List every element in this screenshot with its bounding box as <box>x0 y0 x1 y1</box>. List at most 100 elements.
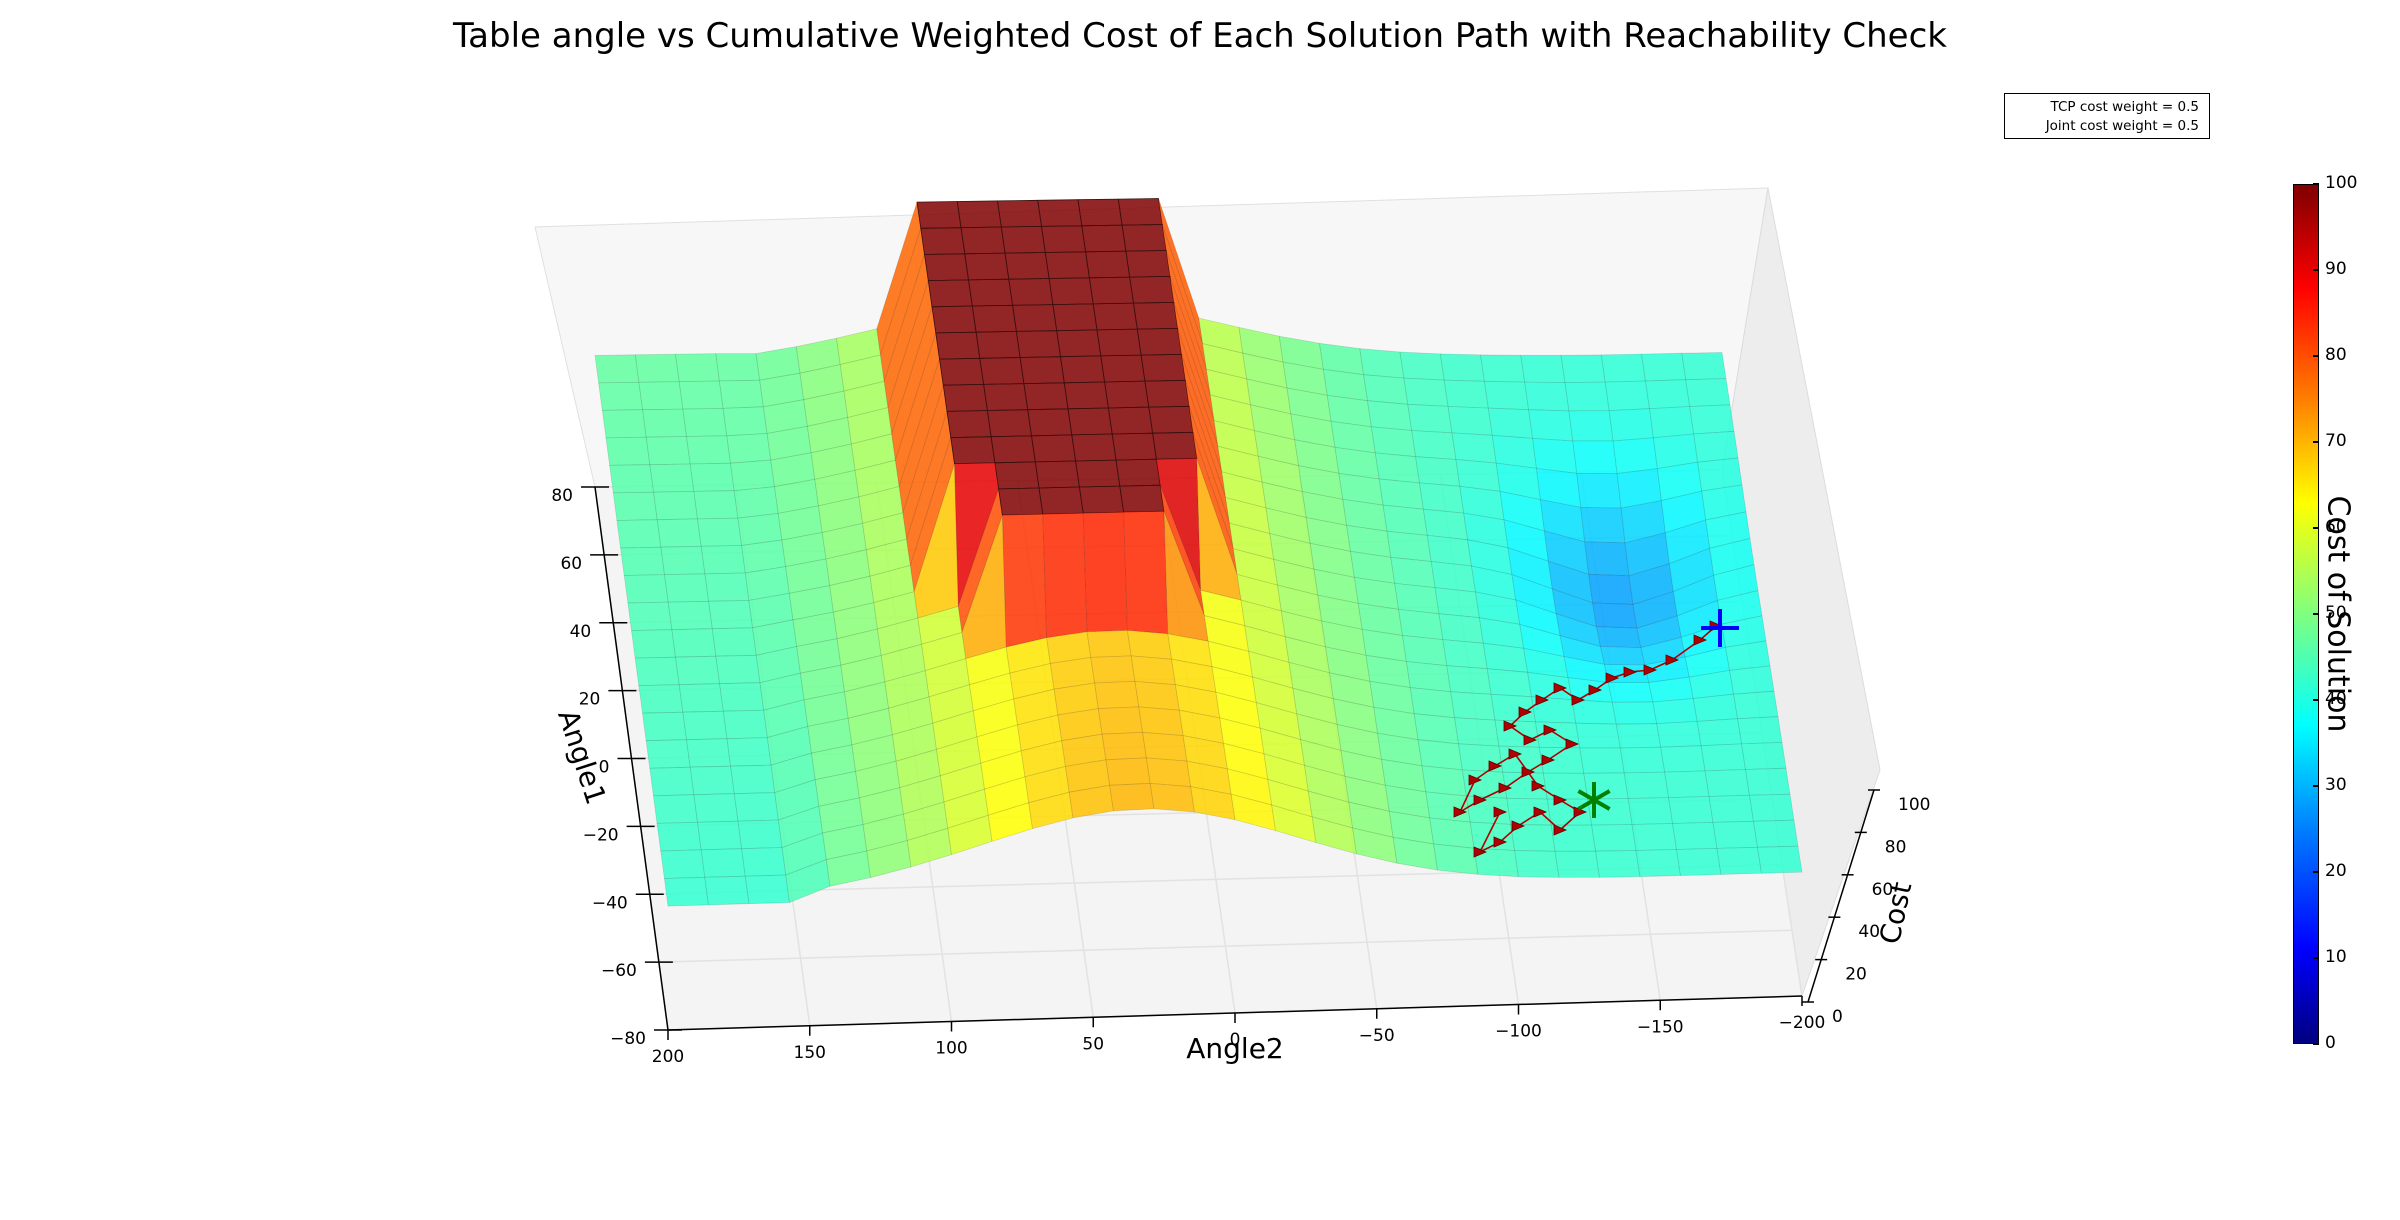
surface-face <box>631 629 676 659</box>
surface-face <box>1105 757 1151 786</box>
surface-face <box>1138 706 1184 737</box>
surface-face <box>689 462 735 492</box>
surface-face <box>1729 665 1775 695</box>
path-marker <box>1488 760 1503 772</box>
angle2-tick-label: −100 <box>1495 1022 1542 1042</box>
surface-face <box>1434 587 1480 619</box>
surface-face <box>1422 508 1469 541</box>
surface-face <box>1524 381 1570 412</box>
surface-face <box>1757 845 1803 874</box>
surface-face <box>971 304 1017 333</box>
surface-face <box>986 409 1032 438</box>
surface-face <box>1411 430 1457 460</box>
surface-face <box>649 766 695 797</box>
colorbar-tick-label: 50 <box>2325 603 2347 623</box>
solution-path <box>1453 609 1739 858</box>
surface-face <box>1608 408 1654 442</box>
colorbar-tick-mark <box>2313 1043 2319 1045</box>
surface-face <box>1668 796 1714 824</box>
surface-face <box>1405 661 1452 693</box>
surface-face <box>598 381 644 411</box>
surface-face <box>1363 374 1409 405</box>
surface-face <box>1038 486 1084 515</box>
surface-face <box>1075 459 1121 488</box>
surface-face <box>1417 739 1463 771</box>
surface-face <box>620 546 665 576</box>
surface-face <box>1140 353 1186 382</box>
surface-face <box>726 433 772 464</box>
surface-face <box>1660 745 1706 773</box>
surface-face <box>700 545 746 575</box>
surface-face <box>994 461 1040 490</box>
surface-face <box>1487 407 1534 439</box>
surface-face <box>664 573 710 603</box>
angle1-tick-label: −60 <box>601 961 637 981</box>
surface-face <box>642 711 687 742</box>
surface-face <box>1486 668 1532 698</box>
surface-face <box>1004 252 1050 280</box>
colorbar-label: Cost of Solution <box>2320 495 2356 733</box>
surface-face <box>1088 276 1134 305</box>
surface-face <box>612 491 658 521</box>
surface-face <box>719 682 765 712</box>
path-marker <box>1473 846 1488 858</box>
surface-face <box>1398 608 1444 641</box>
surface-face <box>1071 433 1117 462</box>
surface-face <box>939 357 985 386</box>
surface-face <box>1749 793 1795 822</box>
surface-face <box>1592 602 1638 629</box>
surface-face <box>722 709 768 740</box>
surface-face <box>942 383 988 412</box>
surface-face <box>1685 378 1731 407</box>
surface-face <box>1696 718 1743 747</box>
surface-face <box>730 764 776 795</box>
surface-face <box>1580 506 1626 544</box>
colorbar-tick-label: 60 <box>2325 517 2347 537</box>
surface-face <box>1133 301 1179 330</box>
surface-face <box>704 572 750 602</box>
surface-face <box>671 628 717 658</box>
surface-face <box>1063 381 1109 410</box>
surface-face <box>682 407 728 437</box>
surface-face <box>601 409 647 439</box>
surface-face <box>1514 850 1560 878</box>
surface-face <box>1611 701 1658 725</box>
surface-face <box>1409 687 1456 719</box>
legend-entry-joint: Joint cost weight = 0.5 <box>2045 118 2199 134</box>
colorbar-tick-mark <box>2313 527 2319 529</box>
surface-face <box>1027 408 1073 437</box>
surface-face <box>1454 717 1500 747</box>
surface-face <box>605 436 651 466</box>
surface-face <box>1712 820 1758 849</box>
surface-face <box>1148 405 1194 434</box>
surface-face <box>1107 406 1154 435</box>
surface-face <box>652 794 698 824</box>
surface-face <box>675 353 720 383</box>
surface-face <box>1425 791 1471 823</box>
surface-face <box>1085 250 1131 279</box>
surface-face <box>1092 302 1138 331</box>
surface-face <box>1056 329 1102 358</box>
surface-face <box>1097 706 1144 735</box>
path-marker <box>1643 664 1658 676</box>
angle2-axis-label: Angle2 <box>1186 1032 1284 1065</box>
surface-face <box>1125 250 1171 278</box>
surface-face <box>1741 741 1787 770</box>
angle1-tick-label: 20 <box>579 690 601 710</box>
surface-face <box>990 435 1036 464</box>
angle2-tick-label: 0 <box>1230 1030 1241 1050</box>
surface-face <box>638 684 684 714</box>
cost-tick-label: 100 <box>1898 795 1930 815</box>
surface-face <box>1571 699 1617 725</box>
surface-face <box>700 848 746 878</box>
surface-face <box>960 226 1006 255</box>
path-marker <box>1523 734 1538 746</box>
surface-face <box>678 683 724 713</box>
surface-face <box>1623 771 1670 799</box>
surface-face <box>1023 382 1069 411</box>
surface-face <box>733 792 779 822</box>
surface-face <box>616 519 662 549</box>
surface-face <box>1367 400 1413 431</box>
surface-face <box>968 278 1014 307</box>
colorbar-tick-mark <box>2313 785 2319 787</box>
